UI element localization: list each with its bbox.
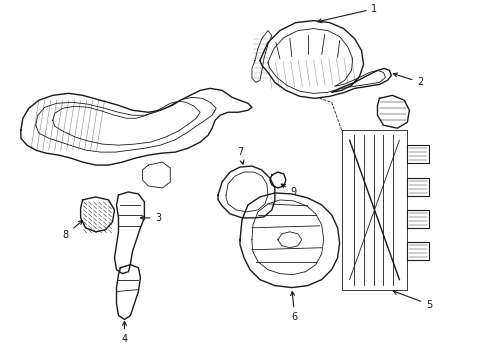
Text: 3: 3 [141,213,161,223]
Text: 8: 8 [63,220,82,240]
Text: 6: 6 [291,292,298,323]
Text: 9: 9 [281,184,297,197]
Text: 4: 4 [122,321,127,345]
Bar [407,242,429,260]
Text: 7: 7 [237,147,244,164]
Bar [407,178,429,196]
Text: 1: 1 [318,4,378,23]
Bar [407,145,429,163]
Text: 2: 2 [393,73,423,87]
Bar [407,210,429,228]
Text: 5: 5 [393,291,432,310]
